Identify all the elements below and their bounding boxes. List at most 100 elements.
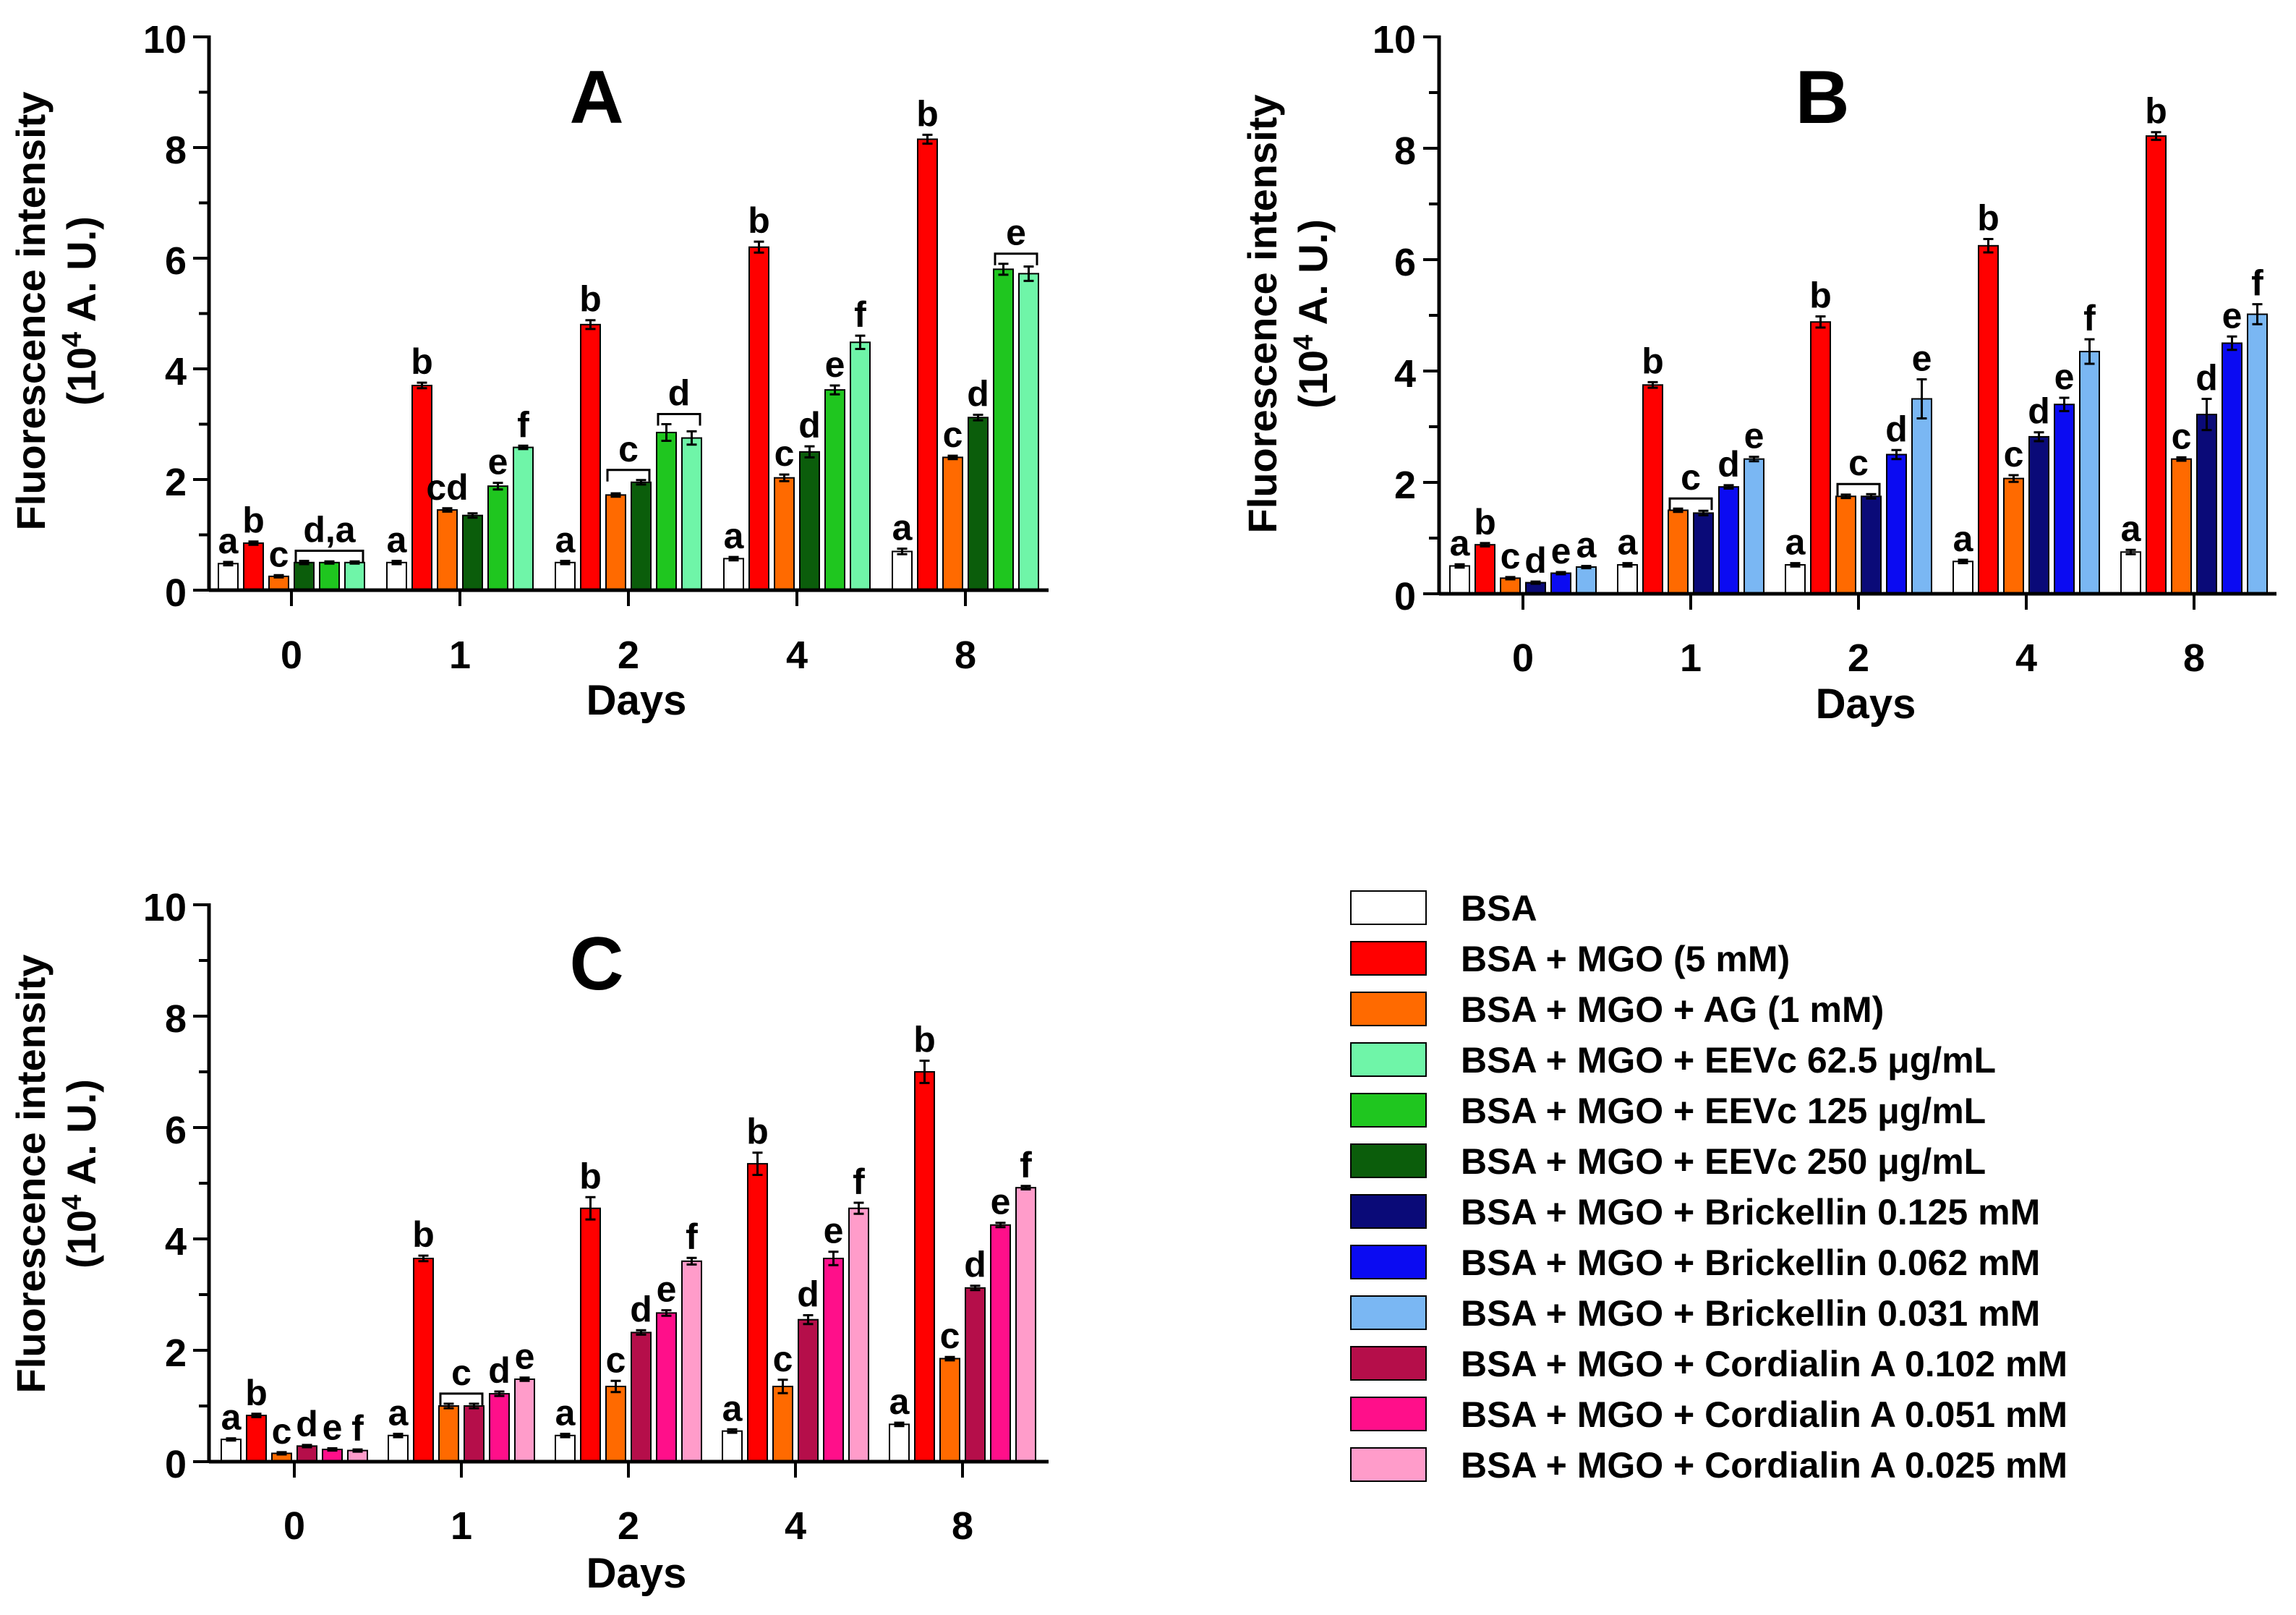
significance-letter: d	[630, 1289, 652, 1329]
significance-letter: a	[388, 1393, 409, 1433]
error-bar	[779, 473, 790, 482]
significance-letter: c	[2172, 416, 2192, 456]
bar	[555, 561, 576, 592]
significance-bracket	[1836, 482, 1881, 496]
bar	[1810, 321, 1831, 595]
x-tick-label: 4	[2015, 636, 2037, 680]
error-bar	[494, 1390, 505, 1397]
significance-letter: c	[606, 1339, 626, 1380]
bar	[2054, 404, 2075, 595]
bar	[993, 268, 1014, 591]
bar	[386, 561, 407, 592]
significance-letter: e	[657, 1269, 677, 1310]
bar	[1835, 495, 1856, 595]
significance-bracket	[994, 252, 1038, 265]
error-bar	[1480, 542, 1490, 547]
significance-letter: a	[1576, 525, 1597, 566]
legend-label: BSA + MGO + Brickellin 0.062 mM	[1461, 1243, 2040, 1283]
significance-letter: c	[1681, 457, 1701, 498]
significance-letter: b	[1474, 502, 1496, 542]
x-tick-label: 4	[786, 634, 808, 677]
error-bar	[349, 560, 360, 565]
y-axis-title: Fluorescence intensity (104 A. U.)	[8, 92, 104, 531]
bar	[1576, 566, 1597, 595]
legend-swatch	[1350, 1295, 1427, 1330]
error-bar	[829, 384, 840, 396]
error-bar	[1023, 265, 1034, 282]
legend-label: BSA + MGO (5 mM)	[1461, 939, 1790, 979]
bar	[774, 477, 795, 592]
error-bar	[2176, 456, 2187, 462]
significance-letter: d	[2028, 391, 2050, 432]
significance-letter: a	[387, 520, 408, 561]
error-bar	[610, 492, 621, 498]
significance-letter: a	[724, 516, 745, 556]
significance-letter: a	[1953, 519, 1974, 559]
error-bar	[276, 1451, 287, 1456]
panel-label: C	[569, 922, 623, 1006]
significance-letter: d	[967, 374, 989, 414]
significance-letter: a	[218, 521, 239, 561]
y-axis-title-line2: (104 A. U.)	[1289, 219, 1336, 409]
significance-letter: d	[797, 1274, 819, 1315]
significance-letter: e	[824, 1211, 844, 1251]
bar	[892, 550, 913, 591]
y-axis-title-line1: Fluorescence intensity	[1239, 95, 1285, 534]
error-bar	[226, 1437, 236, 1442]
error-bar	[299, 560, 310, 566]
error-bar	[1673, 507, 1683, 514]
y-tick-label: 4	[165, 1220, 187, 1264]
x-tick-label: 2	[618, 1504, 639, 1548]
bar	[2079, 351, 2100, 595]
significance-letter: b	[579, 1156, 602, 1196]
error-bar	[2008, 474, 2019, 483]
significance-letter: f	[2251, 263, 2263, 304]
y-tick-label: 8	[1394, 129, 1416, 173]
error-bar	[1530, 580, 1541, 585]
error-bar	[661, 1309, 672, 1317]
error-bar	[1454, 563, 1465, 569]
bar	[681, 1260, 702, 1463]
significance-letter: e	[1744, 416, 1764, 456]
bar	[243, 542, 264, 591]
bar	[2003, 477, 2024, 595]
significance-letter: d,a	[303, 510, 356, 550]
error-bar	[1622, 562, 1633, 568]
bar	[848, 1207, 869, 1462]
bar	[605, 1386, 626, 1462]
error-bar	[919, 1060, 930, 1084]
legend-swatch	[1350, 941, 1427, 976]
error-bar	[2252, 303, 2263, 325]
error-bar	[248, 540, 259, 546]
legend-label: BSA + MGO + Cordialin A 0.102 mM	[1461, 1344, 2067, 1384]
significance-letter: a	[1785, 522, 1806, 563]
bar	[438, 1405, 459, 1462]
bar	[221, 1439, 242, 1462]
bar	[246, 1415, 267, 1462]
significance-letter: c	[773, 1339, 793, 1379]
bar	[296, 1445, 317, 1463]
x-tick-label: 1	[449, 634, 471, 677]
significance-letter: e	[323, 1407, 343, 1448]
bar	[1911, 398, 1932, 595]
significance-letter: a	[2121, 508, 2142, 549]
y-tick-labels: 0 2 4 6 8 10	[143, 18, 187, 615]
bar	[1953, 561, 1973, 595]
significance-letter: c	[451, 1352, 471, 1393]
panel-a: A Fluorescence intensity (104 A. U.) Day…	[8, 18, 1049, 724]
y-tick-label: 6	[165, 239, 187, 283]
significance-letter: b	[411, 341, 433, 382]
bar	[462, 514, 483, 592]
x-axis-title: Days	[586, 677, 687, 724]
significance-letter: d	[1524, 540, 1547, 581]
y-axis-title-line2: (104 A. U.)	[57, 1079, 104, 1269]
error-bar	[2201, 398, 2212, 432]
error-bar	[944, 1355, 955, 1362]
significance-letter: b	[412, 1214, 435, 1255]
significance-letter: b	[242, 500, 265, 541]
bar	[917, 138, 938, 591]
error-bar	[391, 560, 402, 566]
error-bar	[1698, 509, 1709, 516]
error-bar	[2059, 396, 2070, 412]
